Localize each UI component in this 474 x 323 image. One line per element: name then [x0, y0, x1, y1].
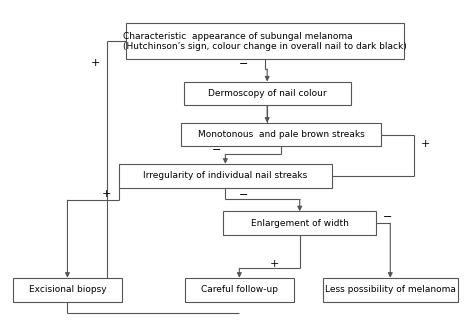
- Text: +: +: [420, 139, 430, 149]
- Text: −: −: [239, 59, 249, 69]
- Text: −: −: [383, 212, 392, 222]
- FancyBboxPatch shape: [181, 123, 381, 146]
- FancyBboxPatch shape: [223, 211, 376, 235]
- Text: Careful follow-up: Careful follow-up: [201, 285, 278, 294]
- Text: Excisional biopsy: Excisional biopsy: [28, 285, 106, 294]
- FancyBboxPatch shape: [183, 82, 351, 105]
- FancyBboxPatch shape: [323, 278, 457, 302]
- Text: −: −: [211, 145, 221, 155]
- FancyBboxPatch shape: [13, 278, 122, 302]
- Text: Enlargement of width: Enlargement of width: [251, 219, 349, 228]
- Text: −: −: [239, 190, 249, 200]
- FancyBboxPatch shape: [185, 278, 294, 302]
- Text: +: +: [91, 58, 100, 68]
- Text: Monotonous  and pale brown streaks: Monotonous and pale brown streaks: [198, 130, 365, 139]
- FancyBboxPatch shape: [118, 164, 332, 188]
- Text: Less possibility of melanoma: Less possibility of melanoma: [325, 285, 456, 294]
- Text: +: +: [270, 259, 279, 269]
- Text: +: +: [102, 189, 111, 199]
- Text: Irregularity of individual nail streaks: Irregularity of individual nail streaks: [143, 171, 308, 180]
- Text: Dermoscopy of nail colour: Dermoscopy of nail colour: [208, 89, 327, 98]
- Text: Characteristic  appearance of subungal melanoma
(Hutchinson’s sign, colour chang: Characteristic appearance of subungal me…: [123, 32, 407, 51]
- FancyBboxPatch shape: [126, 23, 404, 59]
